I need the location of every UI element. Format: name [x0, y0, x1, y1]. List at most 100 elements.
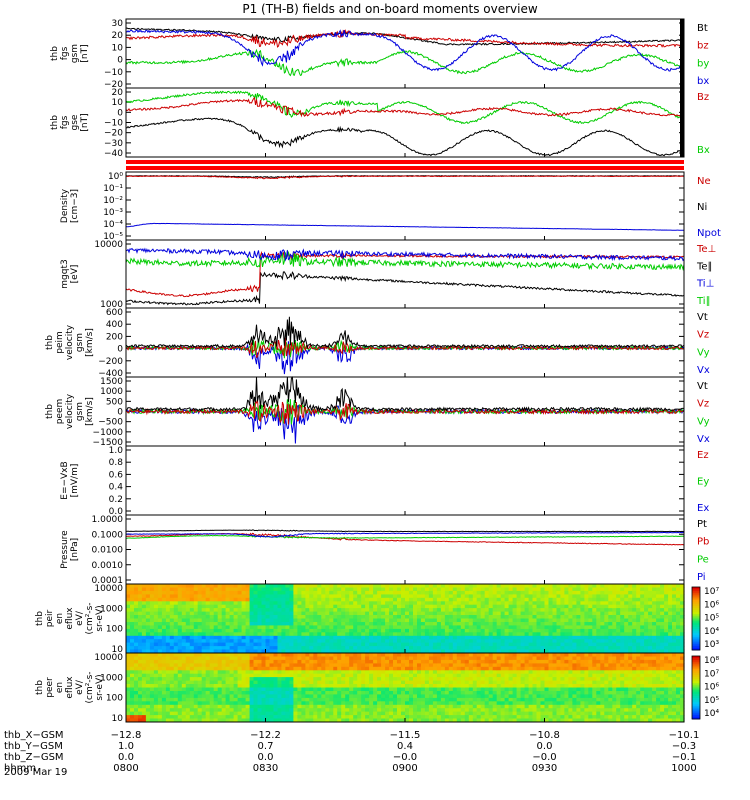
heat-cell [245, 673, 251, 678]
tick-label: 10⁻² [103, 196, 123, 206]
heat-cell [508, 594, 514, 599]
heat-cell [153, 670, 159, 675]
heat-cell [373, 691, 378, 695]
heat-cell [165, 711, 171, 716]
heat-cell [456, 628, 462, 633]
heat-cell [273, 677, 279, 682]
heat-cell [197, 611, 203, 616]
heat-cell [556, 635, 562, 640]
heat-cell [540, 597, 546, 602]
heat-cell [532, 632, 538, 637]
heat-cell [329, 684, 334, 688]
heat-cell [349, 684, 354, 688]
heat-cell [596, 635, 601, 640]
heat-cell [373, 670, 378, 675]
heat-cell [484, 625, 490, 630]
heat-cell [161, 704, 167, 709]
heat-cell [413, 687, 418, 692]
heat-cell [325, 618, 330, 623]
heat-cell [436, 680, 442, 685]
heat-cell [269, 649, 275, 654]
heat-cell [428, 587, 434, 592]
heat-cell [197, 659, 203, 664]
heat-cell [138, 718, 143, 723]
heat-cell [134, 649, 139, 654]
heat-cell [468, 687, 474, 692]
heat-cell [345, 704, 350, 709]
heat-cell [301, 663, 306, 668]
heat-cell [213, 684, 219, 688]
heat-cell [301, 628, 306, 633]
heat-cell [165, 677, 171, 682]
heat-cell [409, 635, 414, 640]
heat-cell [444, 684, 450, 688]
heat-cell [664, 646, 669, 651]
heat-cell [153, 718, 159, 723]
heat-cell [145, 680, 151, 685]
heat-cell [584, 597, 589, 602]
heat-cell [233, 673, 239, 678]
heat-cell [317, 691, 322, 695]
heat-cell [377, 584, 382, 588]
heat-cell [428, 618, 434, 623]
heat-cell [317, 604, 322, 609]
heat-cell [305, 711, 310, 716]
heat-cell [217, 622, 223, 626]
heat-cell [269, 715, 275, 720]
heat-cell [253, 587, 259, 592]
heat-cell [297, 642, 302, 647]
heat-cell [612, 594, 617, 599]
heat-cell [301, 646, 306, 651]
heat-cell [492, 618, 498, 623]
heat-cell [257, 625, 263, 630]
heat-cell [349, 584, 354, 588]
heat-cell [317, 684, 322, 688]
heat-cell [544, 604, 550, 609]
heat-cell [193, 715, 199, 720]
heat-cell [249, 628, 255, 633]
heat-cell [141, 604, 147, 609]
heat-cell [237, 639, 243, 644]
heat-cell [301, 642, 306, 647]
heat-cell [636, 646, 641, 651]
heat-cell [644, 615, 649, 619]
heat-cell [189, 584, 195, 588]
heat-cell [568, 587, 573, 592]
heat-cell [185, 635, 191, 640]
heat-cell [153, 663, 159, 668]
heat-cell [476, 666, 482, 671]
heat-cell [492, 670, 498, 675]
heat-cell [484, 666, 490, 671]
heat-cell [584, 649, 589, 654]
heat-cell [484, 639, 490, 644]
heat-cell [149, 653, 155, 657]
heat-cell [261, 611, 267, 616]
heat-cell [345, 594, 350, 599]
heat-cell [365, 625, 370, 630]
heat-cell [221, 632, 227, 637]
heat-cell [632, 601, 637, 606]
heat-cell [169, 666, 175, 671]
heat-cell [353, 608, 358, 613]
heat-cell [173, 670, 179, 675]
heat-cell [329, 639, 334, 644]
heat-cell [349, 587, 354, 592]
heat-cell [197, 601, 203, 606]
heat-cell [436, 715, 442, 720]
heat-cell [381, 584, 386, 588]
heat-cell [237, 608, 243, 613]
heat-cell [389, 680, 394, 685]
heat-cell [409, 642, 414, 647]
heat-cell [532, 628, 538, 633]
heat-cell [409, 584, 414, 588]
heat-cell [369, 687, 374, 692]
heat-cell [436, 677, 442, 682]
heat-cell [134, 615, 139, 619]
heat-cell [540, 584, 546, 588]
heat-cell [393, 597, 398, 602]
heat-cell [576, 608, 581, 613]
heat-cell [640, 604, 645, 609]
legend-entry: Ey [697, 477, 709, 488]
heat-cell [233, 653, 239, 657]
heat-cell [361, 590, 366, 595]
